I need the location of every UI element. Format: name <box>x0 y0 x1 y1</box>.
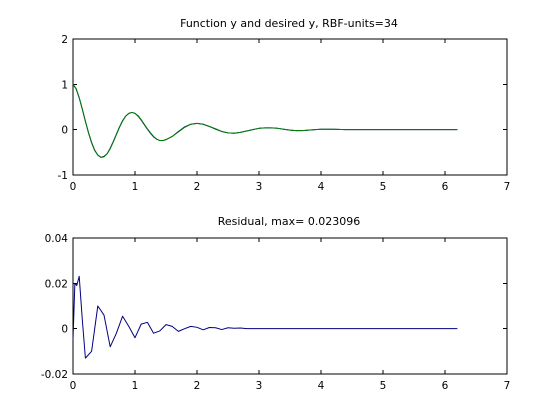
x-tick-label: 2 <box>194 181 201 193</box>
x-tick-label: 7 <box>504 181 511 193</box>
y-tick-label: -0.02 <box>41 369 68 381</box>
x-tick-label: 5 <box>380 380 387 392</box>
x-ticks-top: 0 1 2 3 4 5 6 7 <box>70 39 511 193</box>
axes-frame-top <box>72 38 508 176</box>
chart-title-bottom: Residual, max= 0.023096 <box>218 215 361 228</box>
x-tick-label: 4 <box>318 380 325 392</box>
x-tick-label: 0 <box>70 181 77 193</box>
y-tick-label: 1 <box>61 79 68 91</box>
y-tick-label: 0 <box>61 324 68 336</box>
y-tick-label: 2 <box>61 34 68 46</box>
plot-area-bottom <box>72 275 458 359</box>
y-tick-label: 0.04 <box>45 233 69 245</box>
x-tick-label: 6 <box>442 181 449 193</box>
x-tick-label: 7 <box>504 380 511 392</box>
y-tick-label: 0 <box>61 125 68 137</box>
plot-area-top <box>72 84 458 158</box>
x-tick-label: 0 <box>70 380 77 392</box>
chart-function-y: Function y and desired y, RBF-units=34 0… <box>58 17 511 193</box>
y-ticks-bottom: -0.02 0 0.02 0.04 <box>41 233 507 381</box>
series-line-0 <box>72 275 458 359</box>
x-tick-label: 3 <box>256 380 263 392</box>
x-tick-label: 2 <box>194 380 201 392</box>
x-tick-label: 5 <box>380 181 387 193</box>
axes-frame-bottom <box>72 237 508 375</box>
y-tick-label: 0.02 <box>45 278 68 290</box>
x-tick-label: 1 <box>132 380 139 392</box>
y-tick-label: -1 <box>58 170 68 182</box>
series-line-1 <box>72 84 458 158</box>
x-ticks-bottom: 0 1 2 3 4 5 6 7 <box>70 238 511 392</box>
x-tick-label: 1 <box>132 181 139 193</box>
x-tick-label: 4 <box>318 181 325 193</box>
y-ticks-top: -1 0 1 2 <box>58 34 507 182</box>
x-tick-label: 6 <box>442 380 449 392</box>
chart-title-top: Function y and desired y, RBF-units=34 <box>180 17 398 30</box>
x-tick-label: 3 <box>256 181 263 193</box>
